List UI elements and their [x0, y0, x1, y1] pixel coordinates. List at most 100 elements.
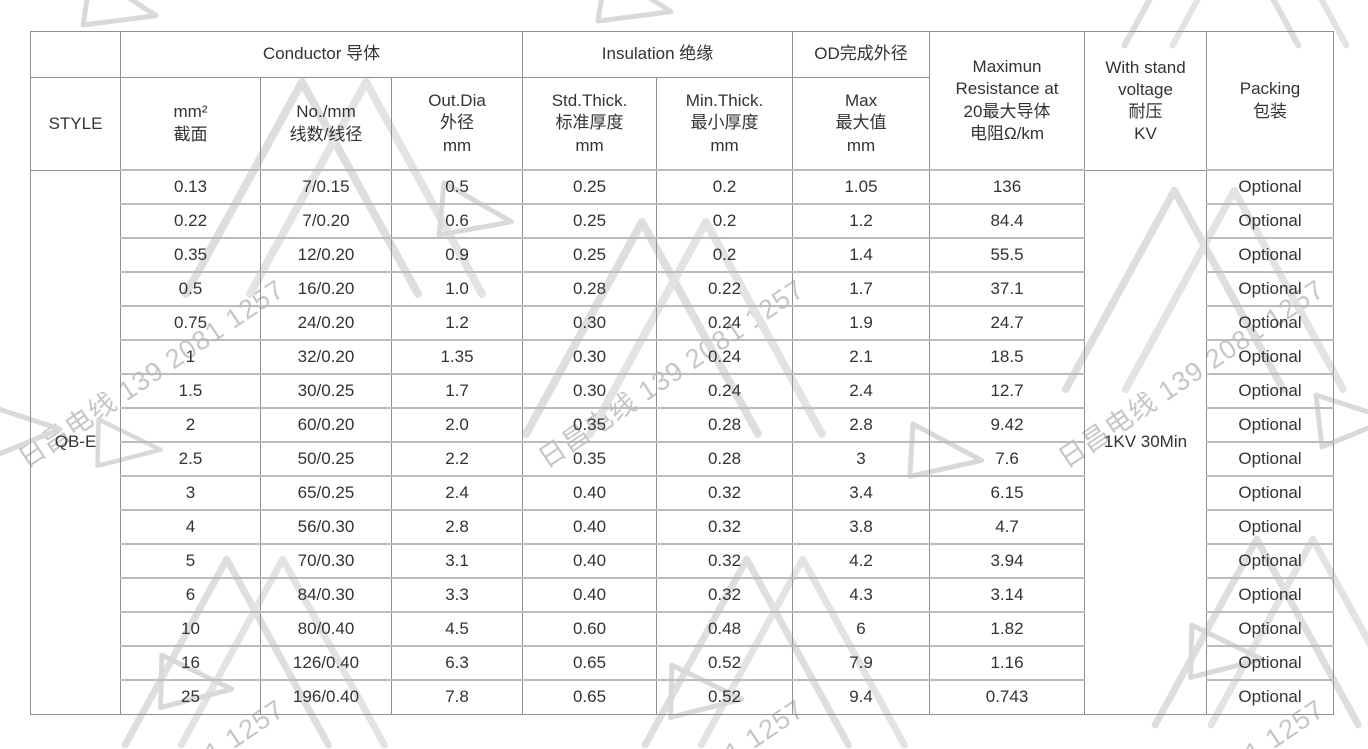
- data-cell: 1.2: [792, 203, 931, 239]
- packing-cell: Optional: [1206, 339, 1335, 375]
- data-cell: 0.30: [522, 339, 658, 375]
- data-cell: 0.65: [522, 679, 658, 715]
- data-cell: 0.9: [390, 237, 524, 273]
- data-cell: 0.32: [656, 577, 794, 613]
- header-group-row: Conductor 导体 Insulation 绝缘 OD完成外径 Maximu…: [30, 31, 1335, 171]
- withstand-column-header: With stand voltage 耐压 KV: [1084, 31, 1208, 171]
- data-cell: 24.7: [929, 305, 1086, 341]
- data-cell: 7/0.20: [260, 203, 392, 239]
- data-cell: 18.5: [929, 339, 1086, 375]
- mm2-column-header: mm² 截面: [120, 77, 261, 171]
- data-cell: 6.15: [929, 475, 1086, 511]
- data-cell: 0.30: [522, 305, 658, 341]
- data-cell: 0.35: [120, 237, 261, 273]
- data-cell: 9.42: [929, 407, 1086, 443]
- data-cell: 3.8: [792, 509, 931, 545]
- data-cell: 65/0.25: [260, 475, 392, 511]
- packing-cell: Optional: [1206, 271, 1335, 307]
- data-cell: 0.32: [656, 509, 794, 545]
- data-cell: 0.22: [656, 271, 794, 307]
- data-cell: 0.40: [522, 543, 658, 579]
- packing-cell: Optional: [1206, 305, 1335, 341]
- no-mm-column-header: No./mm 线数/线径: [260, 77, 392, 171]
- std-thick-column-header: Std.Thick. 标准厚度 mm: [522, 77, 658, 171]
- style-column-header: STYLE: [30, 77, 121, 171]
- table-row: QB-E 0.13 7/0.15 0.5 0.25 0.2 1.05 136 1KV 30Min…: [30, 169, 1335, 715]
- data-cell: 32/0.20: [260, 339, 392, 375]
- data-cell: 84.4: [929, 203, 1086, 239]
- data-cell: 24/0.20: [260, 305, 392, 341]
- data-cell: 1.0: [390, 271, 524, 307]
- data-cell: 1: [120, 339, 261, 375]
- data-cell: 0.24: [656, 373, 794, 409]
- withstand-value-cell: 1KV 30Min: [1084, 169, 1208, 715]
- table-header: Conductor 导体 Insulation 绝缘 OD完成外径 Maximu…: [30, 31, 1335, 171]
- data-cell: 1.9: [792, 305, 931, 341]
- data-cell: 0.24: [656, 339, 794, 375]
- data-cell: 6.3: [390, 645, 524, 681]
- min-thick-column-header: Min.Thick. 最小厚度 mm: [656, 77, 794, 171]
- data-cell: 2.4: [792, 373, 931, 409]
- data-cell: 60/0.20: [260, 407, 392, 443]
- data-cell: 25: [120, 679, 261, 715]
- data-cell: 30/0.25: [260, 373, 392, 409]
- data-cell: 196/0.40: [260, 679, 392, 715]
- data-cell: 0.24: [656, 305, 794, 341]
- packing-cell: Optional: [1206, 237, 1335, 273]
- data-cell: 55.5: [929, 237, 1086, 273]
- spec-table: Conductor 导体 Insulation 绝缘 OD完成外径 Maximu…: [30, 31, 1335, 715]
- data-cell: 0.28: [656, 441, 794, 477]
- data-cell: 0.52: [656, 679, 794, 715]
- data-cell: 1.16: [929, 645, 1086, 681]
- data-cell: 1.82: [929, 611, 1086, 647]
- data-cell: 0.25: [522, 237, 658, 273]
- conductor-group-header: Conductor 导体: [119, 31, 524, 78]
- packing-cell: Optional: [1206, 441, 1335, 477]
- data-cell: 0.35: [522, 407, 658, 443]
- data-cell: 16: [120, 645, 261, 681]
- data-cell: 2: [120, 407, 261, 443]
- data-cell: 0.30: [522, 373, 658, 409]
- data-cell: 0.25: [522, 169, 658, 205]
- data-cell: 0.6: [390, 203, 524, 239]
- od-group-header: OD完成外径: [792, 31, 931, 78]
- data-cell: 0.5: [390, 169, 524, 205]
- packing-cell: Optional: [1206, 475, 1335, 511]
- style-value-cell: QB-E: [30, 169, 121, 715]
- data-cell: 0.32: [656, 543, 794, 579]
- data-cell: 0.28: [656, 407, 794, 443]
- data-cell: 12/0.20: [260, 237, 392, 273]
- data-cell: 4.3: [792, 577, 931, 613]
- data-cell: 0.40: [522, 475, 658, 511]
- data-cell: 4.2: [792, 543, 931, 579]
- data-cell: 2.8: [390, 509, 524, 545]
- packing-cell: Optional: [1206, 679, 1335, 715]
- data-cell: 0.40: [522, 577, 658, 613]
- data-cell: 2.5: [120, 441, 261, 477]
- data-cell: 1.7: [390, 373, 524, 409]
- data-cell: 0.32: [656, 475, 794, 511]
- packing-cell: Optional: [1206, 203, 1335, 239]
- data-cell: 2.4: [390, 475, 524, 511]
- data-cell: 70/0.30: [260, 543, 392, 579]
- data-cell: 80/0.40: [260, 611, 392, 647]
- data-cell: 3.4: [792, 475, 931, 511]
- data-cell: 2.0: [390, 407, 524, 443]
- data-cell: 10: [120, 611, 261, 647]
- data-cell: 2.1: [792, 339, 931, 375]
- data-cell: 7.8: [390, 679, 524, 715]
- data-cell: 3.94: [929, 543, 1086, 579]
- data-cell: 4: [120, 509, 261, 545]
- data-cell: 0.5: [120, 271, 261, 307]
- packing-cell: Optional: [1206, 611, 1335, 647]
- data-cell: 3.1: [390, 543, 524, 579]
- data-cell: 0.28: [522, 271, 658, 307]
- data-cell: 7/0.15: [260, 169, 392, 205]
- empty-corner-cell: [30, 31, 121, 78]
- data-cell: 0.2: [656, 237, 794, 273]
- data-cell: 0.25: [522, 203, 658, 239]
- data-cell: 3: [792, 441, 931, 477]
- table-row: 4 56/0.30 2.8 0.40 0.32 3.8 4.7 Optional: [31, 509, 1335, 545]
- max-od-column-header: Max 最大值 mm: [792, 77, 931, 171]
- spec-table-body: QB-E 0.13 7/0.15 0.5 0.25 0.2 1.05 136 1KV 30Min…: [30, 169, 1335, 715]
